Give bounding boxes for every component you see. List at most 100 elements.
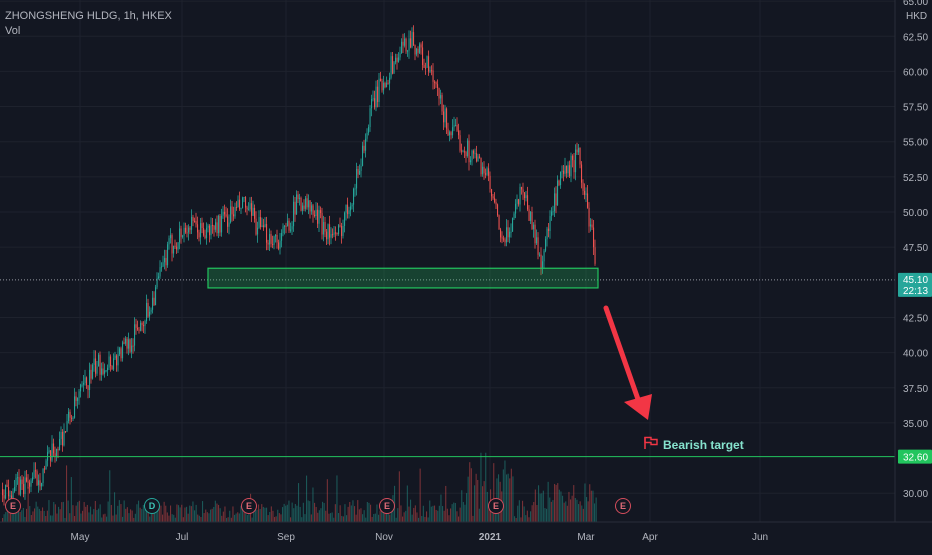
candle-body	[195, 221, 197, 225]
volume-bar	[280, 514, 282, 522]
volume-bar	[446, 508, 448, 522]
volume-bar	[288, 500, 290, 522]
candle-body	[123, 342, 125, 344]
candle-body	[227, 216, 229, 227]
candle-body	[584, 190, 586, 195]
candle-body	[234, 206, 236, 217]
candle-body	[456, 125, 458, 131]
earnings-marker[interactable]: E	[379, 498, 395, 514]
candle-body	[489, 175, 491, 190]
volume-bar	[363, 510, 365, 522]
volume-bar	[216, 503, 218, 522]
volume-bar	[477, 479, 479, 522]
price-tick-label: 65.00	[903, 0, 928, 8]
candle-body	[147, 302, 149, 317]
volume-bar	[546, 508, 548, 522]
candle-body	[432, 70, 434, 82]
volume-bar	[290, 517, 292, 522]
earnings-marker[interactable]: E	[615, 498, 631, 514]
candle-body	[248, 209, 250, 211]
volume-bar	[35, 501, 37, 522]
earnings-marker[interactable]: E	[5, 498, 21, 514]
dividend-marker[interactable]: D	[144, 498, 160, 514]
candle-body	[552, 211, 554, 213]
candle-body	[392, 56, 394, 74]
earnings-marker[interactable]: E	[241, 498, 257, 514]
candle-body	[395, 57, 397, 63]
volume-bar	[355, 514, 357, 522]
candle-body	[93, 358, 95, 365]
candle-body	[486, 168, 488, 175]
volume-bar	[371, 516, 373, 522]
candle-body	[74, 396, 76, 418]
time-tick-label: Mar	[577, 532, 595, 543]
candle-body	[491, 189, 493, 197]
candle-body	[149, 311, 151, 317]
volume-bar	[350, 505, 352, 522]
target-price-badge	[898, 449, 932, 464]
candle-body	[321, 213, 323, 235]
candle-body	[119, 348, 121, 355]
volume-bar	[429, 500, 431, 522]
candle-body	[419, 44, 421, 53]
volume-bar	[358, 509, 360, 522]
volume-bar	[18, 511, 20, 522]
volume-bar	[563, 502, 565, 522]
candle-body	[492, 196, 494, 199]
earnings-marker[interactable]: E	[488, 498, 504, 514]
support-zone-rectangle[interactable]	[207, 267, 599, 289]
volume-bar	[112, 515, 114, 522]
volume-bar	[237, 512, 239, 522]
candle-body	[326, 231, 328, 240]
volume-bar	[435, 509, 437, 522]
volume-bar	[325, 510, 327, 522]
volume-bar	[314, 502, 316, 522]
candle-body	[521, 187, 523, 190]
volume-bar	[85, 506, 87, 522]
candle-body	[131, 345, 133, 352]
volume-bar	[592, 490, 594, 522]
volume-bar	[72, 505, 74, 522]
volume-bar	[83, 502, 85, 522]
time-tick-label: Sep	[277, 532, 295, 543]
candle-body	[242, 197, 244, 209]
candle-body	[276, 235, 278, 243]
candle-body	[206, 227, 208, 239]
bearish-arrow-head[interactable]	[624, 394, 652, 420]
volume-bar	[331, 512, 333, 522]
volume-bar	[274, 517, 276, 522]
candle-body	[372, 98, 374, 100]
volume-bar	[568, 491, 570, 522]
candle-body	[240, 208, 242, 210]
candle-body	[128, 339, 130, 349]
candle-body	[293, 201, 295, 227]
candle-body	[366, 132, 368, 139]
candle-body	[470, 160, 472, 163]
candle-body	[453, 125, 455, 128]
volume-bar	[472, 515, 474, 522]
time-tick-label: Jul	[176, 532, 189, 543]
volume-bar	[485, 452, 487, 522]
volume-bar	[32, 511, 34, 522]
volume-bar	[522, 500, 524, 522]
candle-body	[5, 484, 7, 499]
volume-bar	[267, 515, 269, 522]
volume-indicator-label[interactable]: Vol	[5, 25, 21, 37]
candle-body	[344, 212, 346, 226]
candle-body	[2, 488, 4, 496]
volume-bar	[93, 509, 95, 522]
symbol-title[interactable]: ZHONGSHENG HLDG, 1h, HKEX	[5, 10, 172, 22]
volume-bar	[214, 500, 216, 522]
candle-body	[399, 53, 401, 58]
candle-body	[225, 214, 227, 217]
candle-body	[89, 369, 91, 391]
candle-body	[8, 487, 10, 497]
volume-bar	[533, 501, 535, 522]
volume-bar	[443, 510, 445, 522]
candle-body	[14, 486, 16, 492]
candle-body	[117, 354, 119, 366]
volume-bar	[168, 515, 170, 522]
bearish-arrow-shaft[interactable]	[603, 305, 643, 408]
